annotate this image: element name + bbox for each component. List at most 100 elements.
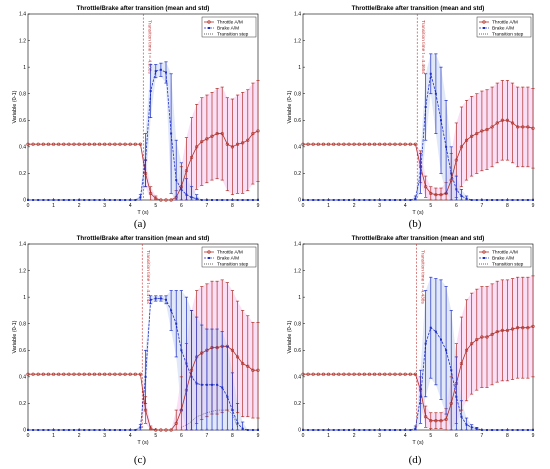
y-tick-label: 1.4 <box>294 12 301 18</box>
series-line-transition-step <box>181 409 238 428</box>
x-tick-label: 0 <box>302 433 305 439</box>
x-tick-label: 8 <box>506 433 509 439</box>
series-line-throttle <box>303 325 534 422</box>
caption-b: (b) <box>408 218 422 230</box>
throttle-point <box>531 324 535 328</box>
x-tick-label: 4 <box>129 433 132 439</box>
throttle-point <box>230 348 235 352</box>
brake-point <box>32 199 35 201</box>
brake-point <box>414 427 417 430</box>
throttle-point <box>495 121 499 125</box>
brake-point <box>440 119 442 122</box>
legend-label: Brake A/M <box>492 256 514 262</box>
throttle-point <box>500 118 504 122</box>
brake-point <box>491 199 494 201</box>
brake-point <box>388 429 391 431</box>
legend-label: Transition step <box>217 32 249 38</box>
y-tick-label: 0 <box>23 428 26 434</box>
throttle-point <box>321 372 326 376</box>
brake-point <box>119 199 121 201</box>
series-line-brake <box>28 298 258 431</box>
throttle-point <box>337 142 341 146</box>
brake-point <box>62 429 65 431</box>
brake-point <box>226 395 229 398</box>
brake-point <box>332 199 335 201</box>
throttle-point <box>169 198 173 202</box>
brake-point <box>394 199 396 201</box>
legend-box <box>476 246 532 268</box>
throttle-point <box>26 142 30 146</box>
x-tick-label: 2 <box>78 203 81 209</box>
caption-d: (d) <box>408 454 422 466</box>
brake-point <box>496 429 499 431</box>
brake-point <box>257 429 259 431</box>
brake-point <box>496 199 499 201</box>
x-tick-label: 5 <box>429 203 432 209</box>
caption-a: (a) <box>133 218 147 230</box>
throttle-point <box>241 361 245 366</box>
brake-point <box>175 322 178 325</box>
y-axis-label: Variable (0-1) <box>287 90 293 123</box>
brake-point <box>511 429 514 431</box>
throttle-point <box>347 372 351 376</box>
chart-panel-d: Throttle/Brake after transition (mean an… <box>285 232 545 447</box>
throttle-point <box>434 419 438 423</box>
brake-point <box>460 195 463 198</box>
brake-point <box>486 429 488 431</box>
throttle-point <box>398 372 402 376</box>
x-tick-label: 5 <box>429 433 432 439</box>
throttle-point <box>403 142 407 146</box>
brake-point <box>251 429 254 431</box>
legend-label: Throttle A/M <box>217 250 243 256</box>
x-tick-label: 4 <box>129 203 132 209</box>
x-tick-label: 1 <box>327 433 330 439</box>
brake-point <box>327 199 330 201</box>
y-tick-label: 1.2 <box>294 268 301 274</box>
legend-label: Throttle A/M <box>492 20 518 26</box>
throttle-point <box>332 372 336 376</box>
throttle-point <box>464 138 469 142</box>
throttle-point <box>439 419 443 423</box>
throttle-point <box>326 372 331 376</box>
brake-point <box>170 309 173 312</box>
brake-point <box>526 429 529 431</box>
throttle-point <box>51 372 56 376</box>
brake-point <box>348 429 350 431</box>
brake-point <box>134 429 137 431</box>
brake-point <box>383 199 386 201</box>
brake-point <box>205 383 208 386</box>
brake-point <box>450 369 453 372</box>
std-band-throttle <box>28 80 258 200</box>
brake-point <box>317 429 320 431</box>
brake-point <box>419 172 422 175</box>
throttle-point <box>31 142 35 146</box>
brake-point <box>480 199 483 201</box>
throttle-point <box>444 417 448 421</box>
chart-panel-a: Throttle/Brake after transition (mean an… <box>10 2 270 217</box>
brake-point <box>103 199 106 201</box>
brake-point <box>322 429 325 431</box>
y-tick-label: 0.4 <box>19 145 26 151</box>
throttle-point <box>495 330 499 334</box>
brake-point <box>475 199 478 201</box>
legend-marker <box>482 20 486 24</box>
legend-label: Brake A/M <box>492 26 514 32</box>
brake-point <box>47 199 50 201</box>
brake-point <box>414 197 417 200</box>
y-tick-label: 0 <box>298 198 301 204</box>
brake-point <box>149 90 152 93</box>
brake-point <box>307 199 310 201</box>
y-tick-label: 0.8 <box>19 91 26 97</box>
throttle-point <box>301 142 305 146</box>
legend-label: Transition step <box>217 262 249 268</box>
brake-point <box>190 196 193 199</box>
x-tick-label: 5 <box>154 203 157 209</box>
brake-point <box>368 199 371 201</box>
throttle-point <box>424 185 428 189</box>
y-axis-label: Variable (0-1) <box>12 320 18 353</box>
brake-point <box>327 429 330 431</box>
brake-point <box>475 427 478 430</box>
throttle-point <box>301 372 305 376</box>
brake-point <box>67 429 70 431</box>
y-tick-label: 0.4 <box>294 375 301 381</box>
